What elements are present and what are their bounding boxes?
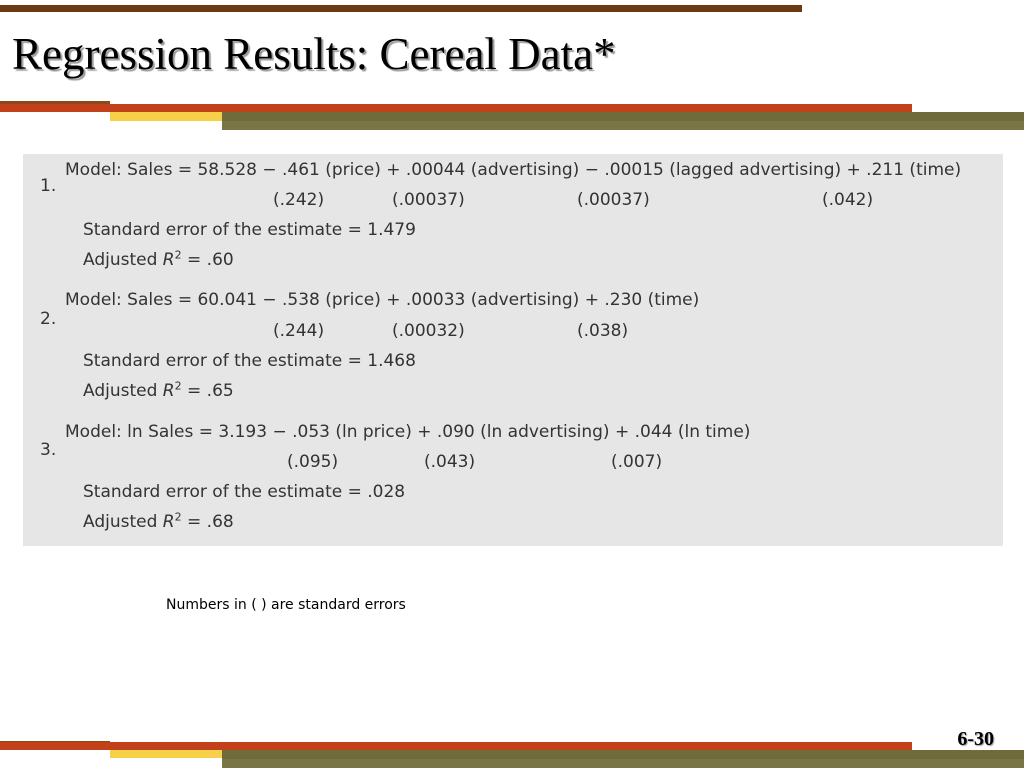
model-1-se-lagged-advertising: (.00037) xyxy=(577,190,650,210)
top-decor-bar xyxy=(0,5,802,12)
model-1-equation: Model: Sales = 58.528 − .461 (price) + .… xyxy=(65,160,962,180)
model-3-se-price: (.095) xyxy=(287,452,339,472)
header-stripe-olive-lower xyxy=(222,121,1024,130)
model-2-adjusted-r2: Adjusted R2 = .65 xyxy=(83,379,234,401)
model-1-se-price: (.242) xyxy=(273,190,325,210)
footer-stripe-yellow xyxy=(110,750,222,758)
model-1-se-time: (.042) xyxy=(822,190,874,210)
model-2-se-price: (.244) xyxy=(273,321,325,341)
footer-stripe-olive xyxy=(222,750,1024,759)
model-3-standard-error: Standard error of the estimate = .028 xyxy=(83,482,406,502)
header-stripe-yellow xyxy=(110,112,222,121)
model-2-standard-error: Standard error of the estimate = 1.468 xyxy=(83,351,416,371)
model-2-se-advertising: (.00032) xyxy=(392,321,465,341)
model-1-standard-error: Standard error of the estimate = 1.479 xyxy=(83,220,416,240)
model-2-equation: Model: Sales = 60.041 − .538 (price) + .… xyxy=(65,290,700,310)
standard-errors-footnote: Numbers in ( ) are standard errors xyxy=(166,597,406,613)
model-3-number: 3. xyxy=(40,440,57,460)
model-3-adjusted-r2: Adjusted R2 = .68 xyxy=(83,510,234,532)
model-1-number: 1. xyxy=(40,176,57,196)
model-1-adjusted-r2: Adjusted R2 = .60 xyxy=(83,248,234,270)
header-stripe-olive xyxy=(222,112,1024,121)
footer-stripe-red xyxy=(0,742,912,750)
model-2-se-time: (.038) xyxy=(577,321,629,341)
header-stripe-red xyxy=(0,104,912,112)
model-3-se-time: (.007) xyxy=(611,452,663,472)
footer-stripe-olive-lower xyxy=(222,759,1024,768)
model-1-se-advertising: (.00037) xyxy=(392,190,465,210)
model-3-se-advertising: (.043) xyxy=(424,452,476,472)
slide-title: Regression Results: Cereal Data* xyxy=(12,29,616,79)
model-2-number: 2. xyxy=(40,309,57,329)
regression-results-panel: 1. Model: Sales = 58.528 − .461 (price) … xyxy=(23,154,1003,546)
model-3-equation: Model: ln Sales = 3.193 − .053 (ln price… xyxy=(65,422,751,442)
page-number: 6-30 xyxy=(957,728,994,750)
